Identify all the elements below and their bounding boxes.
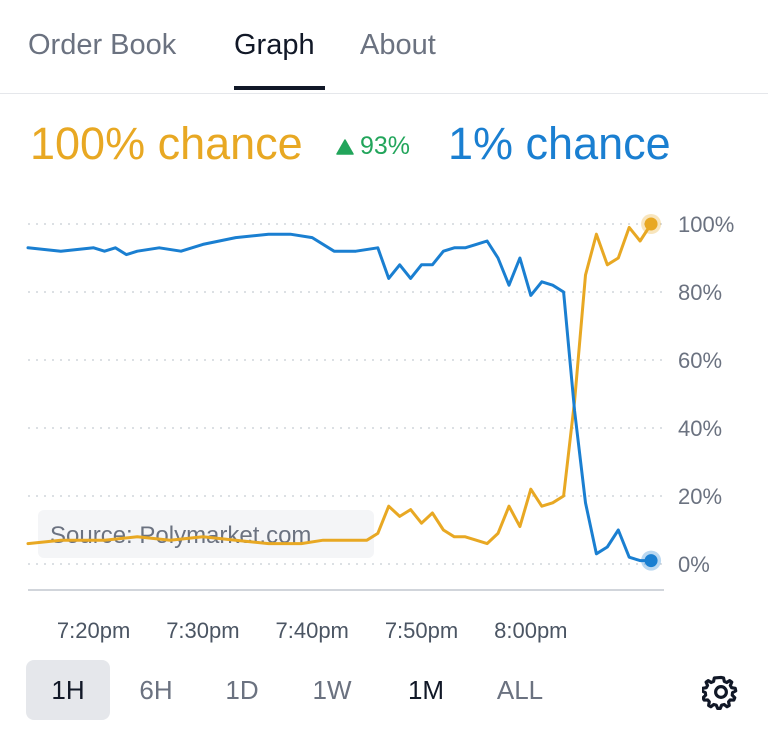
- x-tick-label: 7:20pm: [57, 618, 130, 643]
- series-line-1: [26, 222, 653, 546]
- range-1h-button[interactable]: 1H: [26, 660, 110, 720]
- range-1w-button[interactable]: 1W: [312, 675, 352, 705]
- time-range-selector: 1H 6H 1D 1W 1M ALL: [26, 660, 543, 720]
- outcome-b-chance: 1% chance: [448, 118, 671, 169]
- x-tick-label: 7:40pm: [276, 618, 349, 643]
- chart-canvas: Source: Polymarket.com 100%80%60%40%20%0…: [26, 212, 734, 643]
- source-badge-bg: [38, 510, 374, 558]
- tab-bar: Order Book Graph About: [0, 0, 768, 94]
- gear-icon[interactable]: [702, 673, 740, 711]
- series-endpoint-dot: [644, 217, 658, 231]
- y-tick-label: 20%: [678, 484, 722, 509]
- series-line-2: [26, 232, 653, 563]
- x-tick-label: 7:30pm: [166, 618, 239, 643]
- y-tick-label: 0%: [678, 552, 710, 577]
- y-tick-label: 40%: [678, 416, 722, 441]
- range-1m-button[interactable]: 1M: [407, 675, 445, 705]
- range-all-button[interactable]: ALL: [496, 675, 544, 705]
- active-tab-indicator: [234, 86, 325, 90]
- y-tick-label: 100%: [678, 212, 734, 237]
- series-endpoint-dot: [644, 554, 658, 568]
- x-tick-label: 8:00pm: [494, 618, 567, 643]
- change-value: 93%: [360, 132, 411, 160]
- change-badge: 93%: [336, 132, 410, 161]
- tab-graph[interactable]: Graph: [234, 29, 315, 61]
- range-1d-button[interactable]: 1D: [225, 675, 259, 705]
- tab-order-book[interactable]: Order Book: [28, 29, 177, 61]
- tab-about[interactable]: About: [360, 29, 436, 61]
- outcome-a-chance: 100% chance: [30, 118, 303, 169]
- y-tick-label: 80%: [678, 280, 722, 305]
- x-tick-label: 7:50pm: [385, 618, 458, 643]
- range-6h-button[interactable]: 6H: [139, 675, 173, 705]
- triangle-up-icon: [336, 138, 354, 155]
- y-tick-label: 60%: [678, 348, 722, 373]
- price-chart: Source: Polymarket.com 100% 80% 60% 40% 20% 0…: [0, 190, 768, 650]
